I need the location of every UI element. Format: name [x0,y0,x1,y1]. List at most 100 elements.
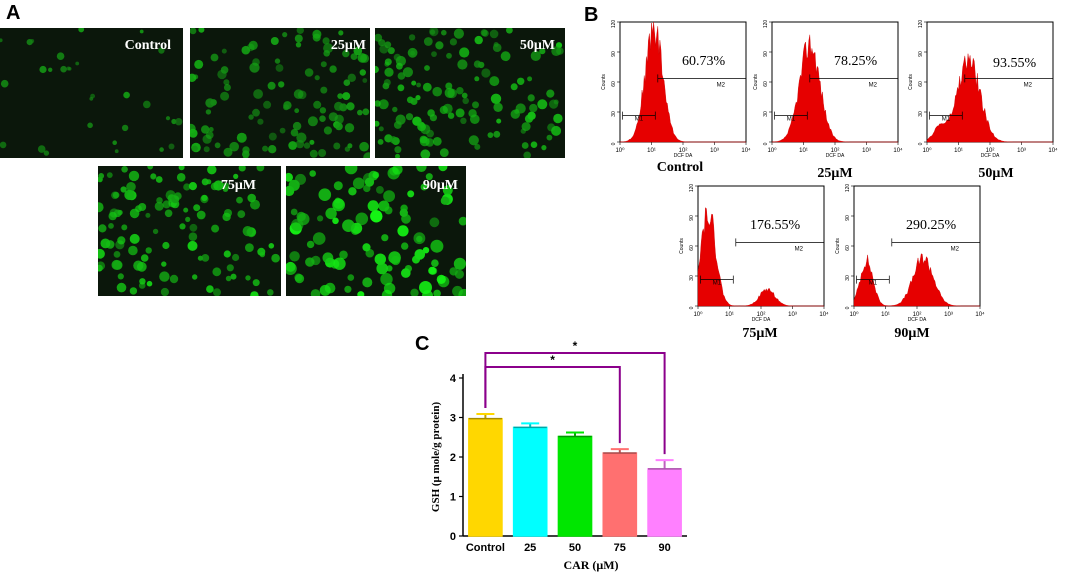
gate-m1-label: M1 [713,281,722,287]
cell [411,80,417,86]
x-tick-label: 10² [986,148,995,154]
y-tick-label: 2 [450,452,456,464]
x-axis-label: DCF DA [826,153,845,158]
cell [247,193,256,203]
histogram-caption: 75μM [742,326,778,341]
cell [248,40,258,50]
cell [295,173,306,185]
micrograph-50um: 50μM [375,28,565,158]
cell [393,53,401,61]
panel-a-letter: A [6,2,21,24]
cell [121,124,129,132]
cell [381,234,389,242]
x-tick-label: 10⁰ [767,147,777,154]
cell [213,288,221,296]
x-tick-label: 10² [679,148,688,154]
cell [357,291,365,296]
y-axis-label: GSH (μ mole/g protein) [430,402,442,513]
cell [432,137,442,146]
gate-m2-label: M2 [795,246,804,252]
micrograph-cells [190,28,370,158]
cell [192,274,198,280]
cell [190,128,198,138]
cell [487,132,494,138]
cell [193,204,201,212]
cell [344,166,358,175]
cell [387,167,400,180]
cell [456,87,464,95]
cell [147,166,154,170]
cell [397,225,409,237]
cell [263,100,272,109]
cell [381,289,393,296]
cell [106,172,113,178]
cell [391,255,401,266]
x-tick-label: 25 [524,542,536,554]
cell [286,262,297,275]
cell [185,216,191,222]
cell [138,203,147,211]
cell [140,254,149,262]
cell [474,35,483,45]
significance-star: * [573,339,578,353]
cell [154,201,164,211]
y-tick-label: 3 [450,413,456,425]
cell [322,252,334,264]
cell [359,141,369,152]
histogram-percent: 78.25% [834,54,878,69]
cell [424,65,430,71]
cell [446,52,452,59]
cell [347,274,355,281]
y-tick-label: 1 [450,492,456,504]
cell [317,215,324,222]
cell [230,273,237,280]
cell [293,89,304,99]
cell [397,84,405,92]
cell [470,114,480,124]
cell [221,48,227,54]
cell [223,147,233,157]
cell [220,66,229,74]
cell [324,282,336,294]
cell [415,95,421,101]
cell [442,103,453,114]
cell [307,116,318,127]
cell [335,122,343,131]
cell [419,136,430,147]
cell [474,143,481,150]
cell [402,67,413,78]
micrograph-control: Control [0,28,183,158]
cell [191,145,198,152]
cell [128,245,138,256]
cell [343,79,351,86]
x-tick-label: 10⁰ [693,311,703,318]
cell [120,186,127,193]
cell [529,103,538,113]
cell [334,101,344,111]
cell [364,177,375,187]
cell [100,238,111,249]
x-tick-label: 10³ [1017,148,1026,154]
y-tick-label: 90 [689,215,695,221]
histogram-svg: 0 30 60 90 120 10⁰ 10¹ 10² 10³ 10⁴ Counts DCF DA M1 M… [601,20,751,159]
y-tick-label: 30 [763,111,769,117]
histogram-fill [697,207,824,307]
cell [108,211,117,221]
cell [337,93,344,99]
cell [98,248,105,259]
histogram-percent: 93.55% [993,56,1037,71]
cell [389,136,397,144]
cell [294,108,300,114]
cell [267,289,274,296]
x-tick-label: 10⁰ [615,147,625,154]
cell [237,210,246,218]
cell [346,102,355,111]
y-tick-label: 60 [763,81,769,87]
cell [489,76,500,87]
cell [294,34,303,43]
cell [111,259,122,270]
cell [440,196,450,205]
gate-m1-label: M1 [635,117,644,123]
y-axis-label: Counts [601,74,607,90]
cell [190,28,197,35]
